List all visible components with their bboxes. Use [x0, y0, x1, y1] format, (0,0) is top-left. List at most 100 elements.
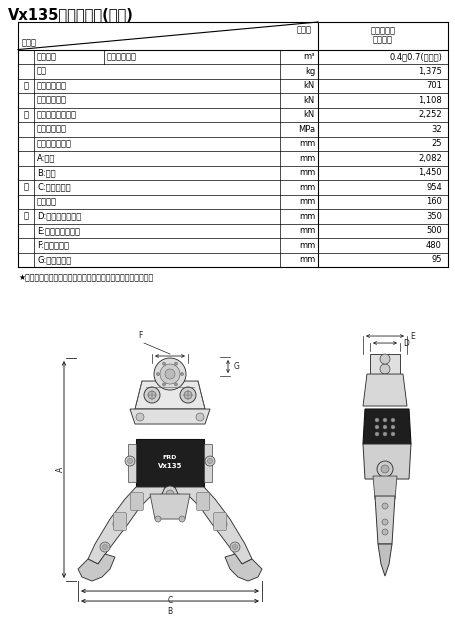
Polygon shape: [128, 444, 136, 482]
Text: mm: mm: [299, 226, 315, 235]
Text: ★　仕様は製品改良のため断りなく変更するときがあります。: ★ 仕様は製品改良のため断りなく変更するときがあります。: [18, 273, 153, 282]
Text: A:全長: A:全長: [37, 154, 56, 163]
Text: 500: 500: [426, 226, 442, 235]
Text: 適合台車: 適合台車: [37, 52, 57, 61]
Text: Vx135フリー旋回(標準): Vx135フリー旋回(標準): [8, 7, 134, 22]
Polygon shape: [88, 487, 165, 564]
Circle shape: [375, 425, 379, 429]
Polygon shape: [175, 487, 252, 564]
Text: kg: kg: [305, 67, 315, 76]
Circle shape: [391, 432, 395, 436]
Circle shape: [184, 391, 192, 399]
Text: m³: m³: [303, 52, 315, 61]
Circle shape: [377, 461, 393, 477]
Circle shape: [391, 425, 395, 429]
Text: 最大使用圧力: 最大使用圧力: [37, 125, 67, 134]
Text: フリー旋回: フリー旋回: [370, 26, 395, 35]
FancyBboxPatch shape: [113, 513, 126, 531]
Polygon shape: [204, 444, 212, 482]
Circle shape: [382, 503, 388, 509]
Text: mm: mm: [299, 212, 315, 221]
Text: 160: 160: [426, 197, 442, 206]
Text: 0.4～0.7(ロング): 0.4～0.7(ロング): [389, 52, 442, 61]
Text: 中央歯圧砕力: 中央歯圧砕力: [37, 96, 67, 105]
Circle shape: [125, 456, 135, 466]
Circle shape: [155, 516, 161, 522]
Circle shape: [219, 522, 224, 527]
Circle shape: [196, 413, 204, 421]
Circle shape: [207, 459, 212, 464]
Text: 1,450: 1,450: [419, 168, 442, 177]
Circle shape: [381, 465, 389, 473]
Circle shape: [230, 542, 240, 552]
Polygon shape: [150, 494, 190, 519]
Text: バケット容量: バケット容量: [107, 52, 137, 61]
Circle shape: [380, 354, 390, 364]
Circle shape: [116, 522, 121, 527]
Text: 標　種: 標 種: [297, 25, 312, 34]
Circle shape: [166, 490, 174, 498]
Circle shape: [383, 425, 387, 429]
Circle shape: [162, 486, 178, 502]
Text: F:ピン間距離: F:ピン間距離: [37, 241, 69, 250]
Circle shape: [375, 432, 379, 436]
FancyBboxPatch shape: [213, 513, 227, 531]
Circle shape: [127, 459, 132, 464]
Text: E: E: [410, 332, 415, 341]
Text: mm: mm: [299, 183, 315, 192]
Text: ホース接続口径: ホース接続口径: [37, 139, 72, 148]
Text: 1,108: 1,108: [418, 96, 442, 105]
Circle shape: [383, 418, 387, 422]
Circle shape: [180, 387, 196, 403]
Text: 項　目: 項 目: [22, 39, 37, 48]
Circle shape: [162, 362, 166, 365]
Polygon shape: [136, 439, 204, 487]
Text: 480: 480: [426, 241, 442, 250]
Text: mm: mm: [299, 255, 315, 264]
Text: mm: mm: [299, 168, 315, 177]
Text: MPa: MPa: [298, 125, 315, 134]
Polygon shape: [375, 496, 395, 544]
Text: 350: 350: [426, 212, 442, 221]
Text: kN: kN: [304, 96, 315, 105]
Text: kN: kN: [304, 110, 315, 119]
Circle shape: [181, 372, 183, 375]
Text: 先端歯圧砕力: 先端歯圧砕力: [37, 81, 67, 90]
Text: G: G: [234, 362, 240, 371]
Text: mm: mm: [299, 241, 315, 250]
Polygon shape: [363, 374, 407, 406]
Polygon shape: [363, 409, 411, 444]
Text: G:ボス部内径: G:ボス部内径: [37, 255, 71, 264]
Polygon shape: [78, 554, 115, 581]
Text: D:ブラケット内幅: D:ブラケット内幅: [37, 212, 81, 221]
Text: mm: mm: [299, 139, 315, 148]
Circle shape: [113, 519, 123, 529]
Text: A: A: [56, 467, 65, 472]
Circle shape: [148, 391, 156, 399]
Text: 95: 95: [431, 255, 442, 264]
Polygon shape: [363, 444, 411, 479]
Text: 性: 性: [24, 81, 29, 90]
Text: C:最大開口幅: C:最大開口幅: [37, 183, 71, 192]
Text: （標準）: （標準）: [373, 35, 393, 44]
Text: 質量: 質量: [37, 67, 47, 76]
Circle shape: [136, 413, 144, 421]
Circle shape: [154, 358, 186, 390]
Circle shape: [179, 516, 185, 522]
Text: kN: kN: [304, 81, 315, 90]
Text: B:全幅: B:全幅: [37, 168, 56, 177]
Polygon shape: [378, 544, 392, 576]
Polygon shape: [370, 354, 400, 374]
Text: 701: 701: [426, 81, 442, 90]
Text: 能: 能: [24, 110, 29, 119]
Text: 法: 法: [24, 212, 29, 221]
Circle shape: [217, 519, 227, 529]
Circle shape: [144, 387, 160, 403]
Circle shape: [160, 364, 180, 384]
Text: D: D: [403, 339, 409, 348]
Text: 2,252: 2,252: [419, 110, 442, 119]
Text: カッタ中央切断力: カッタ中央切断力: [37, 110, 77, 119]
Circle shape: [375, 418, 379, 422]
Text: 1,375: 1,375: [418, 67, 442, 76]
Circle shape: [382, 529, 388, 535]
